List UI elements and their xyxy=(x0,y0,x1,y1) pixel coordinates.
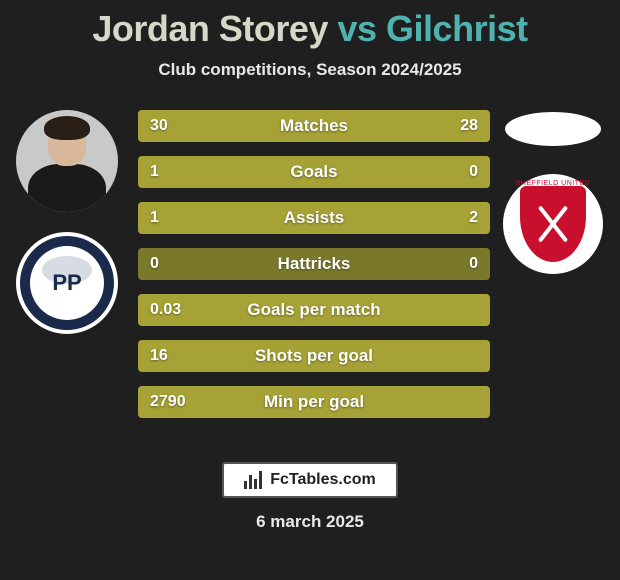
stat-value-left: 0.03 xyxy=(150,294,181,326)
stat-label: Assists xyxy=(284,208,344,228)
season-subtitle: Club competitions, Season 2024/2025 xyxy=(0,60,620,80)
stat-row: 2790 Min per goal xyxy=(138,386,490,418)
comparison-chart: PP SHEFFIELD UNITED 30 28 Matches 1 0 Goals 1 2… xyxy=(0,110,620,440)
stat-value-right: 2 xyxy=(469,202,478,234)
stat-label: Min per goal xyxy=(264,392,364,412)
vs-text: vs Gilchrist xyxy=(337,8,527,49)
stat-row: 1 0 Goals xyxy=(138,156,490,188)
stat-value-right: 0 xyxy=(469,248,478,280)
left-player-column: PP xyxy=(8,110,126,334)
stat-label: Goals xyxy=(290,162,337,182)
stat-value-left: 1 xyxy=(150,202,159,234)
player2-club-badge: SHEFFIELD UNITED xyxy=(503,174,603,274)
comparison-title: Jordan Storey vs Gilchrist xyxy=(0,0,620,50)
stat-value-left: 16 xyxy=(150,340,168,372)
stat-row: 1 2 Assists xyxy=(138,202,490,234)
stat-label: Matches xyxy=(280,116,348,136)
stat-label: Goals per match xyxy=(247,300,380,320)
stat-row: 0.03 Goals per match xyxy=(138,294,490,326)
comparison-date: 6 march 2025 xyxy=(0,512,620,532)
stat-row: 16 Shots per goal xyxy=(138,340,490,372)
stat-label: Hattricks xyxy=(278,254,351,274)
right-player-column: SHEFFIELD UNITED xyxy=(494,110,612,274)
stat-value-left: 30 xyxy=(150,110,168,142)
bar-chart-icon xyxy=(244,471,264,489)
stat-value-left: 0 xyxy=(150,248,159,280)
stat-value-right: 0 xyxy=(469,156,478,188)
player1-avatar xyxy=(16,110,118,212)
stat-value-left: 2790 xyxy=(150,386,186,418)
stat-row: 0 0 Hattricks xyxy=(138,248,490,280)
player1-club-badge: PP xyxy=(16,232,118,334)
stat-value-right: 28 xyxy=(460,110,478,142)
stat-value-left: 1 xyxy=(150,156,159,188)
player2-avatar-placeholder xyxy=(505,112,601,146)
source-label: FcTables.com xyxy=(270,471,376,489)
source-logo[interactable]: FcTables.com xyxy=(222,462,398,498)
stat-label: Shots per goal xyxy=(255,346,373,366)
stat-bars: 30 28 Matches 1 0 Goals 1 2 Assists 0 0 Hattricks 0.… xyxy=(138,110,490,432)
stat-row: 30 28 Matches xyxy=(138,110,490,142)
player1-name: Jordan Storey xyxy=(92,8,328,49)
